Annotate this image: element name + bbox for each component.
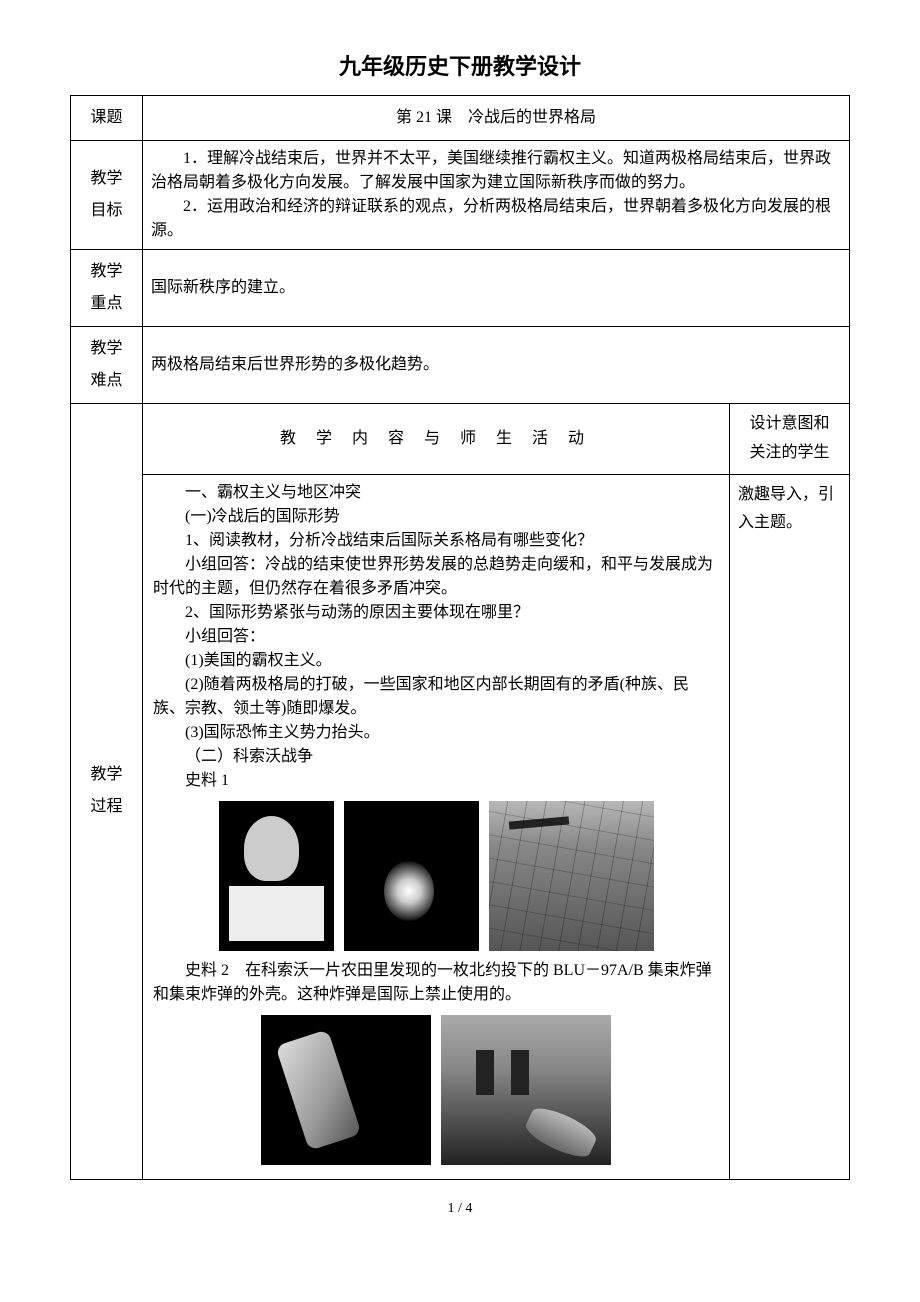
- topic-cell: 第 21 课 冷战后的世界格局: [143, 96, 850, 141]
- question-1: 1、阅读教材，分析冷战结束后国际关系格局有哪些变化？: [153, 529, 719, 553]
- answer-2-head: 小组回答：: [153, 625, 719, 649]
- image-cylinder-overlay: [522, 1101, 600, 1162]
- label-process-l1: 教学: [90, 766, 122, 783]
- material-2: 史料 2 在科索沃一片农田里发现的一枚北约投下的 BLU－97A/B 集束炸弹和…: [153, 959, 719, 1007]
- key-point-cell: 国际新秩序的建立。: [143, 250, 850, 327]
- page-number: 1 / 4: [70, 1198, 850, 1219]
- label-process-l2: 过程: [90, 798, 122, 815]
- content-cell: 一、霸权主义与地区冲突 (一)冷战后的国际形势 1、阅读教材，分析冷战结束后国际…: [143, 474, 730, 1179]
- objective-1: 1．理解冷战结束后，世界并不太平，美国继续推行霸权主义。知道两极格局结束后，世界…: [151, 147, 841, 195]
- label-diff-l2: 难点: [90, 372, 122, 389]
- label-objectives-l2: 目标: [90, 202, 122, 219]
- answer-1: 小组回答：冷战的结束使世界形势发展的总趋势走向缓和，和平与发展成为时代的主题，但…: [153, 553, 719, 601]
- objective-2: 2．运用政治和经济的辩证联系的观点，分析两极格局结束后，世界朝着多极化方向发展的…: [151, 195, 841, 243]
- section-header: 教 学 内 容 与 师 生 活 动: [143, 404, 730, 475]
- label-key-l1: 教学: [90, 263, 122, 280]
- design-header-l1: 设计意图和: [749, 415, 829, 432]
- difficulty-cell: 两极格局结束后世界形势的多极化趋势。: [143, 327, 850, 404]
- image-row-1: [153, 801, 719, 951]
- label-objectives: 教学 目标: [71, 141, 143, 250]
- label-topic: 课题: [71, 96, 143, 141]
- sub-2: （二）科索沃战争: [153, 745, 719, 769]
- answer-2-3: (3)国际恐怖主义势力抬头。: [153, 721, 719, 745]
- label-key: 教学 重点: [71, 250, 143, 327]
- label-process: 教学 过程: [71, 404, 143, 1180]
- label-diff-l1: 教学: [90, 340, 122, 357]
- material-1-label: 史料 1: [153, 769, 719, 793]
- label-key-l2: 重点: [90, 295, 122, 312]
- label-difficulty: 教学 难点: [71, 327, 143, 404]
- design-header: 设计意图和 关注的学生: [730, 404, 850, 475]
- image-explosion: [344, 801, 479, 951]
- question-2: 2、国际形势紧张与动荡的原因主要体现在哪里？: [153, 601, 719, 625]
- objectives-cell: 1．理解冷战结束后，世界并不太平，美国继续推行霸权主义。知道两极格局结束后，世界…: [143, 141, 850, 250]
- sub-1: (一)冷战后的国际形势: [153, 505, 719, 529]
- design-note-cell: 激趣导入，引入主题。: [730, 474, 850, 1179]
- image-clinton: [219, 801, 334, 951]
- answer-2-1: (1)美国的霸权主义。: [153, 649, 719, 673]
- lesson-plan-table: 课题 第 21 课 冷战后的世界格局 教学 目标 1．理解冷战结束后，世界并不太…: [70, 95, 850, 1180]
- image-row-2: [153, 1015, 719, 1165]
- document-title: 九年级历史下册教学设计: [70, 50, 850, 83]
- image-bomb-shell: [261, 1015, 431, 1165]
- design-header-l2: 关注的学生: [749, 444, 829, 461]
- image-field-plane: [489, 801, 654, 951]
- label-objectives-l1: 教学: [90, 170, 122, 187]
- answer-2-2: (2)随着两极格局的打破，一些国家和地区内部长期固有的矛盾(种族、民族、宗教、领…: [153, 673, 719, 721]
- heading-1: 一、霸权主义与地区冲突: [153, 481, 719, 505]
- image-silhouettes: [441, 1015, 611, 1165]
